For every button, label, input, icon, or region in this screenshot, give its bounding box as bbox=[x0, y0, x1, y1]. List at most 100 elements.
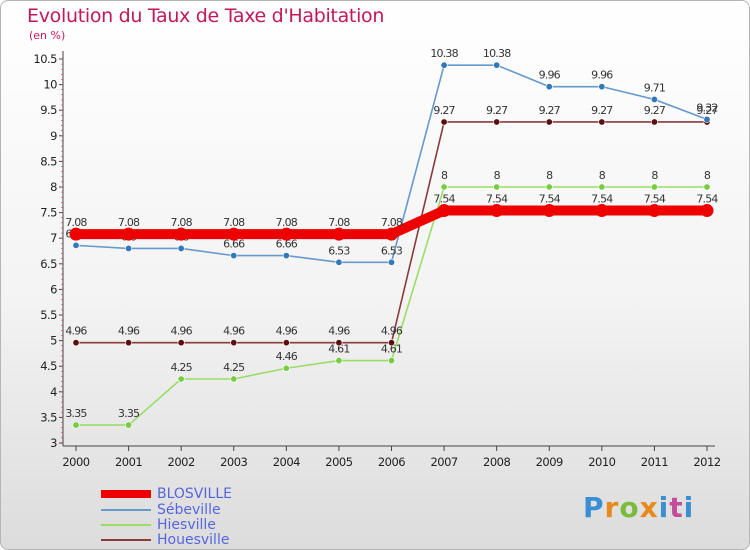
data-point-houesville bbox=[125, 339, 133, 347]
data-label-blosville: 7.08 bbox=[223, 216, 245, 229]
data-point-sebeville bbox=[230, 252, 238, 260]
y-tick-label: 5.5 bbox=[40, 308, 57, 322]
y-tick-label: 6 bbox=[50, 282, 57, 296]
data-point-houesville bbox=[650, 118, 658, 126]
data-label-sebeville: 6.66 bbox=[276, 238, 298, 251]
data-label-blosville: 7.08 bbox=[171, 216, 193, 229]
data-label-houesville: 9.27 bbox=[433, 104, 455, 117]
data-label-sebeville: 9.32 bbox=[696, 101, 717, 114]
legend-label-sebeville: Sébeville bbox=[157, 502, 221, 518]
data-label-sebeville: 6.53 bbox=[328, 244, 350, 257]
data-label-sebeville: 6.53 bbox=[381, 244, 403, 257]
data-point-blosville bbox=[174, 227, 188, 241]
x-tick-label: 2009 bbox=[536, 455, 563, 469]
y-tick-label: 9.5 bbox=[40, 103, 57, 117]
legend-swatch-blosville bbox=[101, 490, 151, 498]
y-tick-label: 3 bbox=[50, 436, 57, 450]
data-point-houesville bbox=[177, 339, 185, 347]
y-tick-label: 10.5 bbox=[33, 52, 57, 66]
data-point-hiesville bbox=[387, 357, 395, 365]
data-point-hiesville bbox=[72, 421, 80, 429]
data-point-houesville bbox=[230, 339, 238, 347]
proxiti-logo: Proxiti bbox=[583, 491, 695, 524]
data-point-hiesville bbox=[440, 183, 448, 191]
data-label-houesville: 9.27 bbox=[539, 104, 561, 117]
y-tick-label: 6.5 bbox=[40, 257, 57, 271]
data-label-houesville: 4.96 bbox=[118, 325, 140, 338]
data-label-sebeville: 10.38 bbox=[430, 47, 458, 60]
x-tick-label: 2004 bbox=[273, 455, 300, 469]
data-point-blosville bbox=[69, 227, 83, 241]
data-label-houesville: 4.96 bbox=[171, 325, 193, 338]
data-label-houesville: 4.96 bbox=[328, 325, 350, 338]
data-point-sebeville bbox=[177, 244, 185, 252]
data-point-houesville bbox=[387, 339, 395, 347]
y-tick-label: 9 bbox=[50, 129, 57, 143]
data-point-blosville bbox=[437, 204, 451, 218]
chart-unit-label: (en %) bbox=[29, 29, 66, 42]
chart-title: Evolution du Taux de Taxe d'Habitation bbox=[27, 5, 385, 27]
data-label-sebeville: 9.71 bbox=[644, 81, 665, 94]
x-tick-label: 2011 bbox=[641, 455, 668, 469]
data-point-houesville bbox=[545, 118, 553, 126]
data-point-blosville bbox=[700, 204, 714, 218]
data-label-blosville: 7.54 bbox=[644, 193, 666, 206]
data-label-blosville: 7.54 bbox=[433, 193, 455, 206]
data-label-houesville: 9.27 bbox=[644, 104, 666, 117]
data-point-blosville bbox=[542, 204, 556, 218]
data-point-blosville bbox=[490, 204, 504, 218]
x-tick-label: 2007 bbox=[430, 455, 457, 469]
x-tick-label: 2008 bbox=[483, 455, 510, 469]
data-label-blosville: 7.08 bbox=[328, 216, 350, 229]
y-tick-label: 4 bbox=[50, 385, 57, 399]
data-point-blosville bbox=[385, 227, 398, 241]
data-point-houesville bbox=[282, 339, 290, 347]
data-label-houesville: 4.96 bbox=[381, 325, 403, 338]
data-point-blosville bbox=[332, 227, 346, 241]
data-point-sebeville bbox=[387, 258, 395, 266]
data-point-hiesville bbox=[650, 183, 658, 191]
legend-item-sebeville: Sébeville bbox=[101, 502, 221, 518]
data-label-hiesville: 4.46 bbox=[276, 350, 298, 363]
data-label-blosville: 7.54 bbox=[539, 193, 561, 206]
data-point-sebeville bbox=[545, 83, 553, 91]
legend-label-blosville: BLOSVILLE bbox=[157, 486, 232, 502]
data-point-blosville bbox=[279, 227, 293, 241]
data-label-houesville: 4.96 bbox=[276, 325, 298, 338]
y-tick-label: 4.5 bbox=[40, 359, 57, 373]
data-point-sebeville bbox=[650, 95, 658, 103]
legend-item-blosville: BLOSVILLE bbox=[101, 486, 232, 502]
data-point-sebeville bbox=[125, 244, 133, 252]
data-point-hiesville bbox=[125, 421, 133, 429]
y-tick-label: 8.5 bbox=[40, 154, 57, 168]
data-label-hiesville: 4.25 bbox=[171, 361, 193, 374]
data-label-blosville: 7.54 bbox=[696, 193, 718, 206]
data-point-sebeville bbox=[493, 61, 501, 69]
x-tick-label: 2001 bbox=[115, 455, 142, 469]
y-tick-label: 3.5 bbox=[40, 410, 57, 424]
x-tick-label: 2003 bbox=[220, 455, 247, 469]
data-point-hiesville bbox=[545, 183, 553, 191]
y-tick-label: 7.5 bbox=[40, 206, 57, 220]
legend-swatch-sebeville bbox=[101, 509, 151, 511]
data-label-blosville: 7.08 bbox=[65, 216, 87, 229]
data-label-sebeville: 9.96 bbox=[591, 69, 613, 82]
data-label-hiesville: 4.25 bbox=[223, 361, 245, 374]
data-point-sebeville bbox=[703, 115, 711, 123]
data-label-blosville: 7.08 bbox=[276, 216, 298, 229]
data-point-hiesville bbox=[335, 357, 343, 365]
data-label-hiesville: 3.35 bbox=[118, 407, 140, 420]
data-label-hiesville: 8 bbox=[441, 169, 448, 182]
x-tick-label: 2002 bbox=[168, 455, 195, 469]
data-label-houesville: 9.27 bbox=[696, 104, 718, 117]
y-tick-label: 7 bbox=[50, 231, 57, 245]
legend-item-hiesville: Hiesville bbox=[101, 517, 216, 533]
data-point-hiesville bbox=[282, 364, 290, 372]
data-point-sebeville bbox=[335, 258, 343, 266]
x-tick-label: 2000 bbox=[62, 455, 89, 469]
data-point-houesville bbox=[440, 118, 448, 126]
data-label-hiesville: 3.35 bbox=[65, 407, 87, 420]
legend-swatch-houesville bbox=[101, 539, 151, 541]
data-point-blosville bbox=[122, 227, 136, 241]
